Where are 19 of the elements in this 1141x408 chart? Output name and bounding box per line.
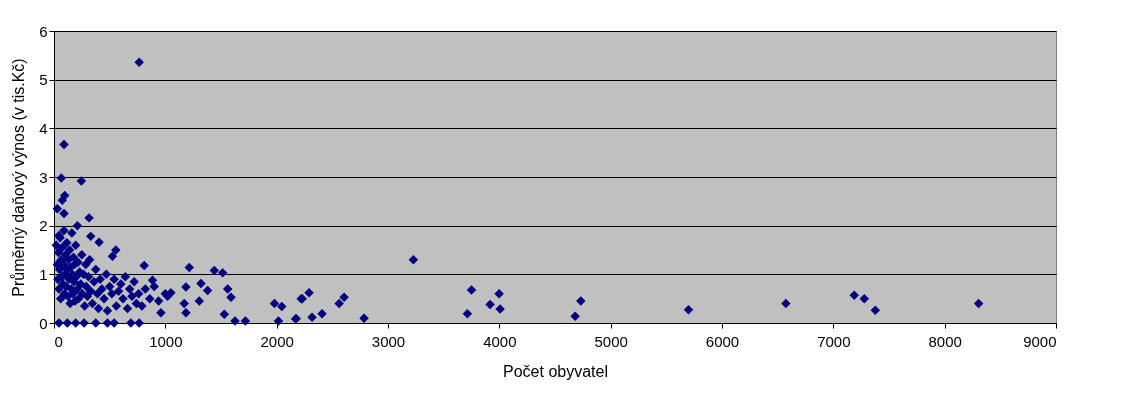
- x-tick-label: 7000: [817, 332, 851, 350]
- y-tick-label: 3: [39, 168, 48, 186]
- x-tick-label: 5000: [594, 332, 628, 350]
- y-tick-label: 2: [39, 217, 48, 235]
- x-tick-label: 6000: [705, 332, 740, 350]
- x-tick-label: 4000: [483, 332, 517, 350]
- x-tick-label: 3000: [371, 332, 406, 350]
- x-tick-label: 1000: [149, 332, 183, 350]
- x-tick-label: 0: [54, 332, 63, 350]
- y-axis-title: Průměrný daňový výnos (v tis.Kč): [10, 58, 28, 297]
- x-tick-label: 2000: [260, 332, 294, 350]
- y-tick-label: 1: [39, 265, 48, 283]
- y-tick-label: 6: [39, 22, 48, 40]
- x-tick-label: 9000: [1023, 332, 1057, 350]
- x-axis-title: Počet obyvatel: [503, 362, 608, 380]
- y-tick-label: 4: [39, 119, 48, 137]
- y-tick-label: 0: [39, 314, 48, 332]
- x-tick-label: 8000: [928, 332, 962, 350]
- y-tick-label: 5: [39, 71, 48, 89]
